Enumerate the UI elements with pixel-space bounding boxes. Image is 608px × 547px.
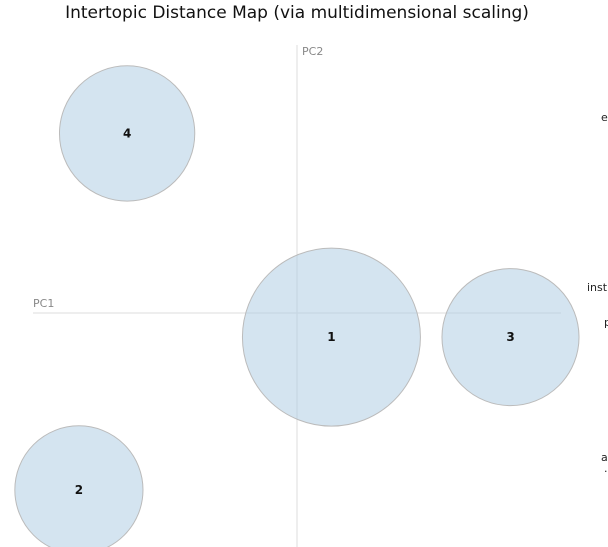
topic-bubble-1[interactable]: 1	[241, 247, 421, 427]
topic-number-label: 2	[75, 483, 83, 497]
pc1-axis-label: PC1	[33, 297, 54, 310]
topic-bubble-3[interactable]: 3	[441, 268, 580, 407]
edge-term-label: a	[601, 451, 608, 464]
edge-term-label: inst	[587, 281, 608, 294]
chart-title: Intertopic Distance Map (via multidimens…	[65, 3, 529, 23]
edge-term-label: ·	[604, 465, 608, 478]
topic-bubbles: 1 2 3 4	[14, 65, 580, 547]
topic-number-label: 4	[123, 126, 131, 140]
topic-circle[interactable]	[441, 268, 580, 407]
topic-number-label: 1	[327, 330, 335, 344]
edge-term-label: e	[601, 111, 608, 124]
topic-bubble-2[interactable]: 2	[14, 425, 144, 547]
topic-bubble-4[interactable]: 4	[58, 65, 196, 202]
edge-term-label: p	[604, 316, 608, 329]
topic-number-label: 3	[506, 330, 514, 344]
topic-circle[interactable]	[14, 425, 144, 547]
topic-circle[interactable]	[58, 65, 196, 202]
pc2-axis-label: PC2	[302, 45, 323, 58]
topic-circle[interactable]	[241, 247, 421, 427]
